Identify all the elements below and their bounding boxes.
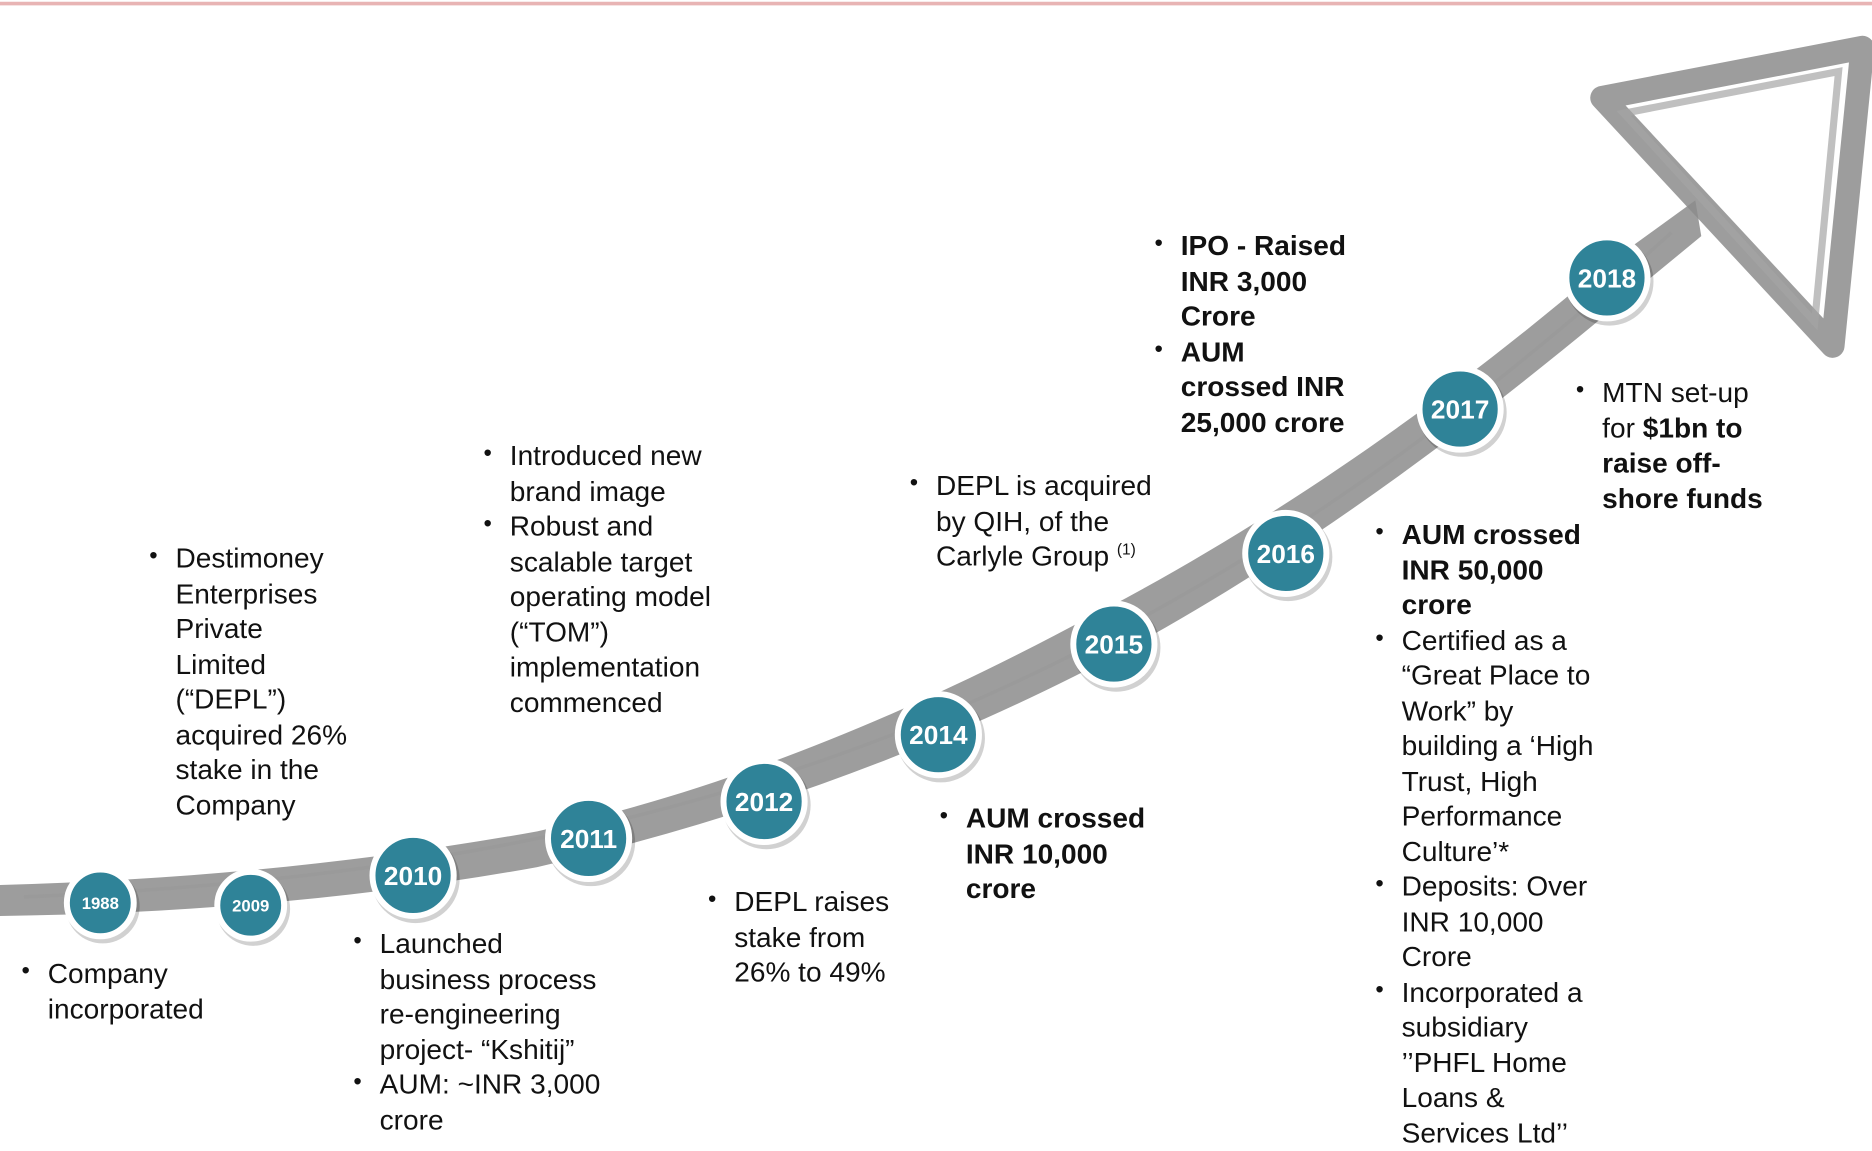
bullet: MTN set-up for $1bn to raise off-shore f… <box>1576 373 1775 517</box>
bullet: IPO - Raised INR 3,000 Crore <box>1154 227 1359 335</box>
bullet: Company incorporated <box>21 954 226 1027</box>
bullet-text: Launched business process re-engineering… <box>379 927 597 1065</box>
bullet-text: Incorporated a subsidiary ’’PHFL Home Lo… <box>1401 976 1583 1148</box>
milestone-notes: IPO - Raised INR 3,000 CroreAUM crossed … <box>1154 227 1359 441</box>
year-label: 2009 <box>232 896 269 915</box>
bullet-text: Robust and scalable target operating mod… <box>509 510 711 718</box>
bullet-text: DEPL is acquired by QIH, of the Carlyle … <box>936 469 1152 572</box>
bullet-text: Certified as a “Great Place to Work” by … <box>1401 624 1594 867</box>
bullet-text: (1) <box>1116 540 1136 559</box>
year-marker <box>545 794 633 883</box>
milestone-notes: Company incorporated <box>21 954 226 1027</box>
year-marker <box>720 757 808 846</box>
bullet-text: IPO - Raised INR 3,000 Crore <box>1180 230 1347 332</box>
year-marker <box>369 831 457 919</box>
bullet-text: Introduced new brand image <box>509 440 702 507</box>
bullet-text: MTN set-up for <box>1602 376 1749 444</box>
bullet-text: AUM crossed INR 50,000 crore <box>1401 518 1581 621</box>
bullet-text: Deposits: Over INR 10,000 Crore <box>1401 870 1588 973</box>
bullet: DEPL raises stake from 26% to 49% <box>708 883 907 991</box>
bullet-text: $1bn to raise off-shore funds <box>1602 412 1763 514</box>
bullet: Incorporated a subsidiary ’’PHFL Home Lo… <box>1375 973 1616 1151</box>
milestone-notes: Destimoney Enterprises Private Limited (… <box>149 539 360 822</box>
year-label: 2012 <box>735 787 793 817</box>
year-marker <box>1070 600 1158 688</box>
bullet-text: Destimoney Enterprises Private Limited (… <box>175 542 348 820</box>
year-label: 2015 <box>1085 630 1143 660</box>
year-marker <box>1416 365 1504 453</box>
arrow-head-inner <box>1616 67 1843 331</box>
bullet: Deposits: Over INR 10,000 Crore <box>1375 867 1616 975</box>
bullet: AUM crossed INR 25,000 crore <box>1154 332 1359 441</box>
milestone-notes: DEPL raises stake from 26% to 49% <box>708 883 907 991</box>
milestone-notes: MTN set-up for $1bn to raise off-shore f… <box>1576 373 1775 517</box>
bullet-text: DEPL raises stake from 26% to 49% <box>734 886 890 988</box>
bullet: Introduced new brand image <box>484 437 713 509</box>
year-label: 2010 <box>384 861 442 891</box>
milestone-notes: Launched business process re-engineering… <box>353 924 612 1138</box>
bullet: Launched business process re-engineering… <box>353 924 612 1068</box>
year-marker <box>63 866 137 940</box>
year-marker <box>894 691 982 779</box>
year-label: 2016 <box>1257 539 1315 569</box>
milestone-notes: AUM crossed INR 50,000 croreCertified as… <box>1375 515 1616 1151</box>
year-label: 1988 <box>82 894 119 913</box>
swoosh <box>0 200 1702 917</box>
year-marker <box>214 868 288 942</box>
year-marker <box>1242 509 1330 597</box>
milestone-notes: Introduced new brand imageRobust and sca… <box>484 437 713 720</box>
milestone-notes: DEPL is acquired by QIH, of the Carlyle … <box>910 466 1161 575</box>
milestone-notes: AUM crossed INR 10,000 crore <box>940 799 1160 908</box>
year-label: 2018 <box>1578 263 1636 293</box>
bullet-text: AUM crossed INR 10,000 crore <box>965 802 1146 905</box>
year-label: 2011 <box>560 824 617 854</box>
year-marker <box>1563 234 1651 322</box>
bullet: AUM crossed INR 50,000 crore <box>1375 515 1616 624</box>
bullet: AUM crossed INR 10,000 crore <box>940 799 1160 908</box>
year-label: 2014 <box>909 720 968 750</box>
bullet: Robust and scalable target operating mod… <box>484 507 713 720</box>
bullet: DEPL is acquired by QIH, of the Carlyle … <box>910 466 1161 575</box>
bullet-text: AUM: ~INR 3,000 crore <box>379 1068 601 1135</box>
bullet: Destimoney Enterprises Private Limited (… <box>149 539 360 822</box>
bullet: AUM: ~INR 3,000 crore <box>353 1065 612 1137</box>
bullet-text: AUM crossed INR 25,000 crore <box>1180 335 1345 438</box>
bullet: Certified as a “Great Place to Work” by … <box>1375 621 1616 869</box>
bullet-text: Company incorporated <box>47 957 204 1024</box>
arrow-head <box>1590 35 1872 358</box>
year-label: 2017 <box>1431 395 1489 425</box>
